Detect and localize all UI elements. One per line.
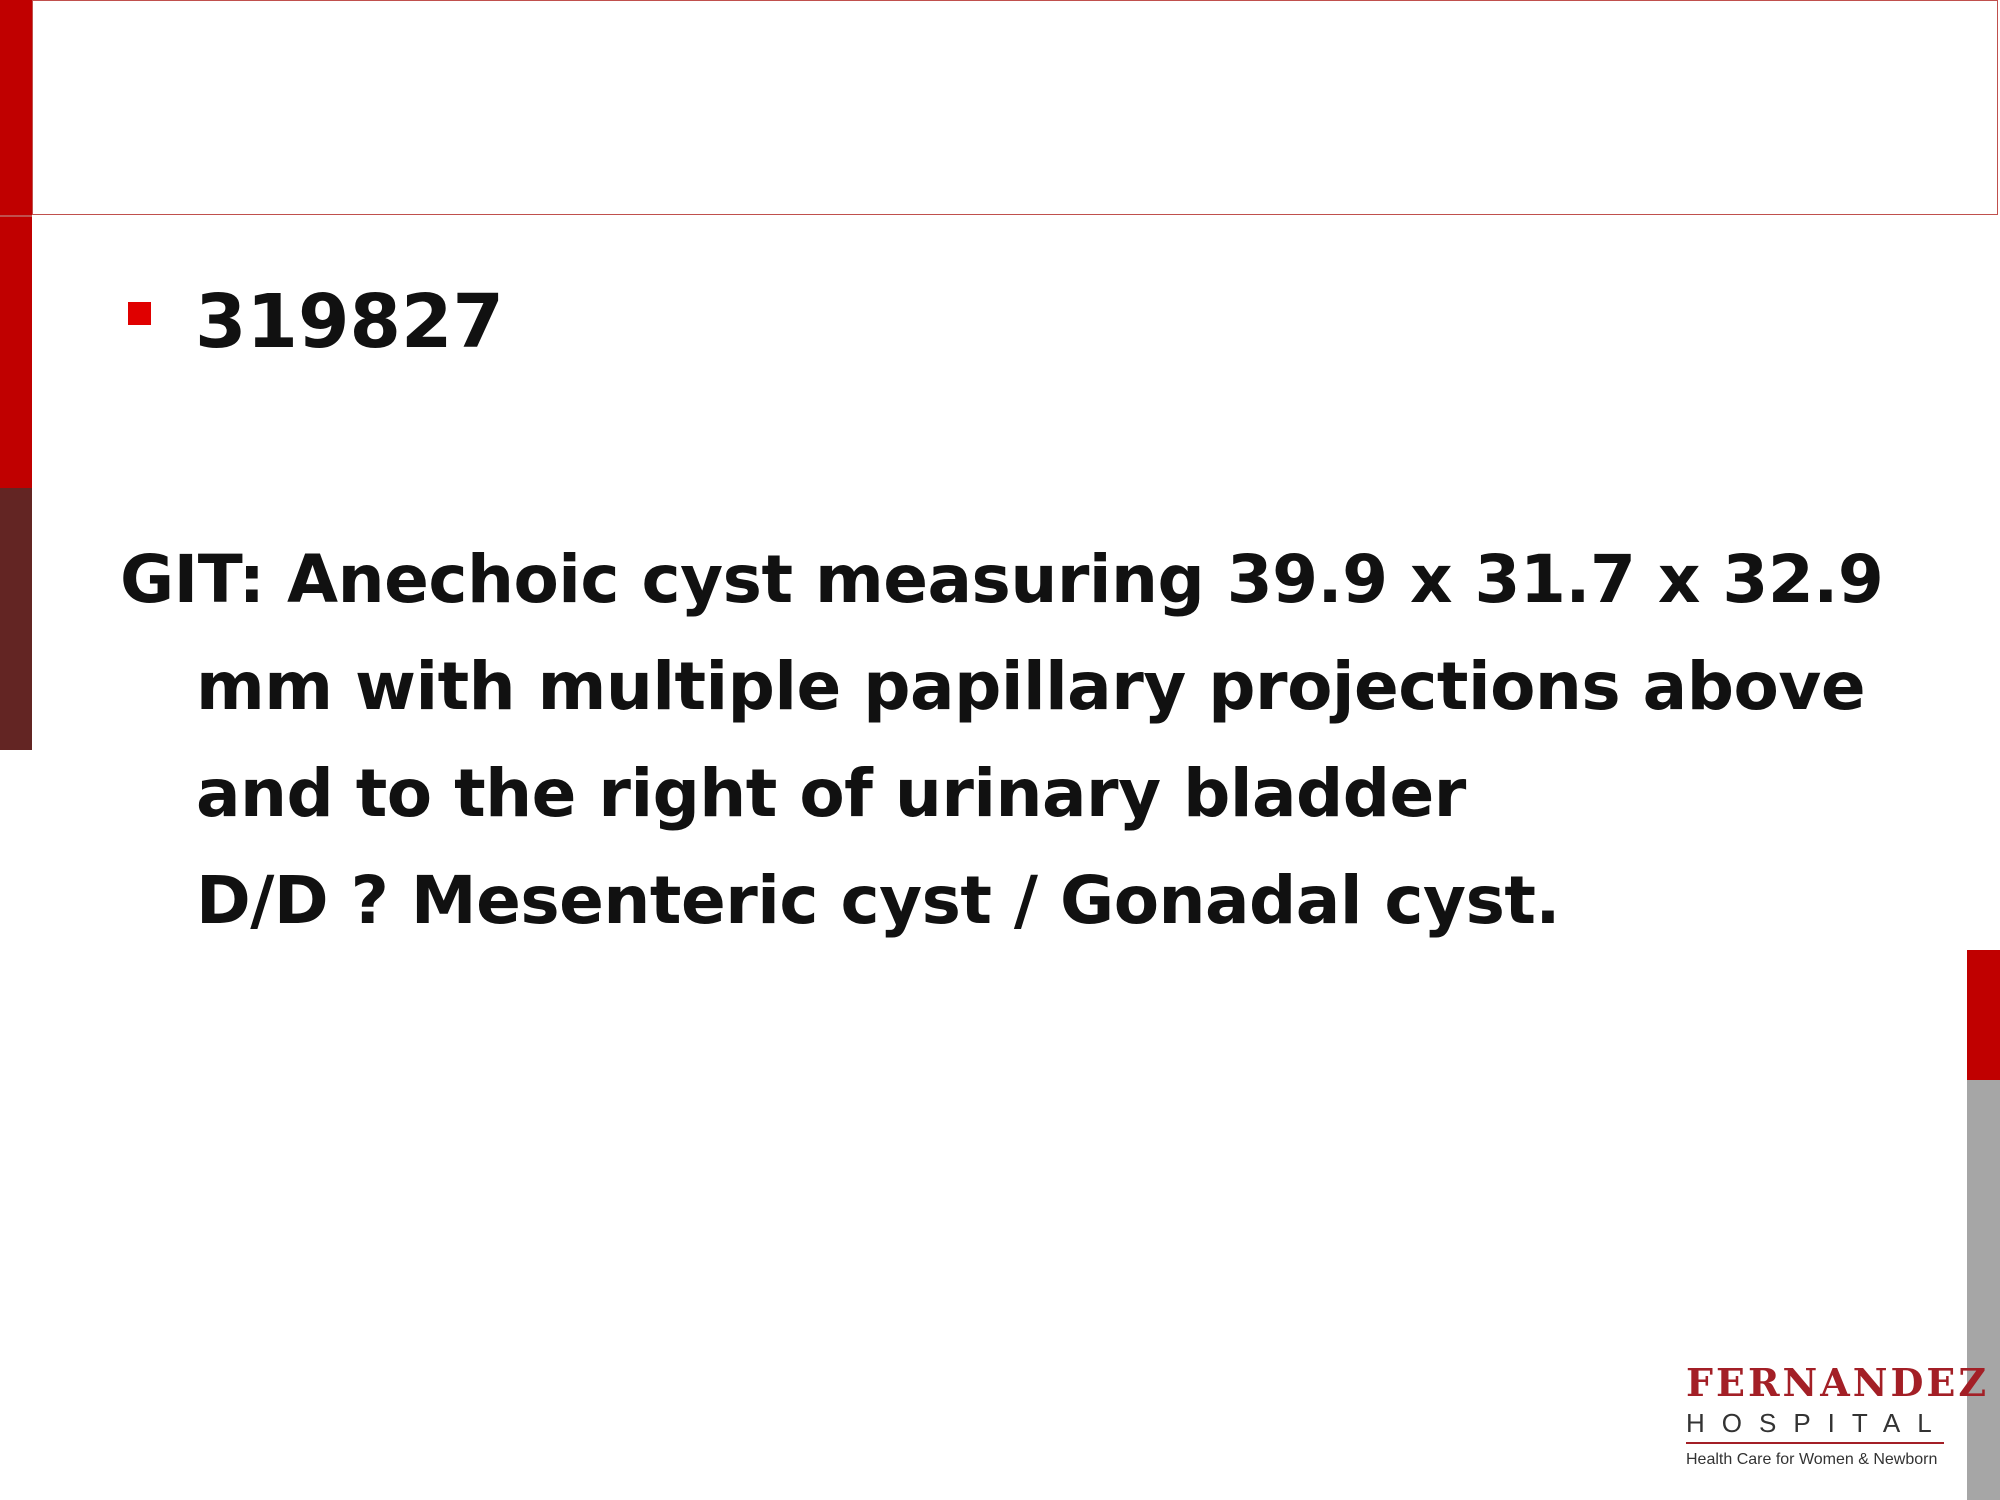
logo-name: FERNANDEZ xyxy=(1686,1360,1990,1405)
right-accent-bar-red xyxy=(1967,950,2000,1080)
right-accent-bar-gray xyxy=(1967,1080,2000,1500)
bullet-square-icon xyxy=(128,302,151,325)
bullet-text: 319827 xyxy=(195,279,504,365)
left-accent-separator xyxy=(0,215,32,217)
title-placeholder xyxy=(32,0,1998,215)
logo-divider xyxy=(1686,1442,1944,1444)
logo-tagline: Health Care for Women & Newborn xyxy=(1686,1451,1938,1468)
logo-subname: HOSPITAL xyxy=(1686,1408,1949,1438)
findings-line-2: mm with multiple papillary projections a… xyxy=(196,648,1866,725)
findings-line-1: GIT: Anechoic cyst measuring 39.9 x 31.7… xyxy=(120,541,1884,618)
findings-line-3: and to the right of urinary bladder xyxy=(196,755,1466,832)
hospital-logo: FERNANDEZ HOSPITAL Health Care for Women… xyxy=(1680,1360,1986,1475)
findings-line-4: D/D ? Mesenteric cyst / Gonadal cyst. xyxy=(196,862,1561,939)
findings-paragraph: GIT: Anechoic cyst measuring 39.9 x 31.7… xyxy=(120,526,1950,954)
left-accent-bar-dark xyxy=(0,488,32,750)
left-accent-bar-red xyxy=(0,0,32,488)
